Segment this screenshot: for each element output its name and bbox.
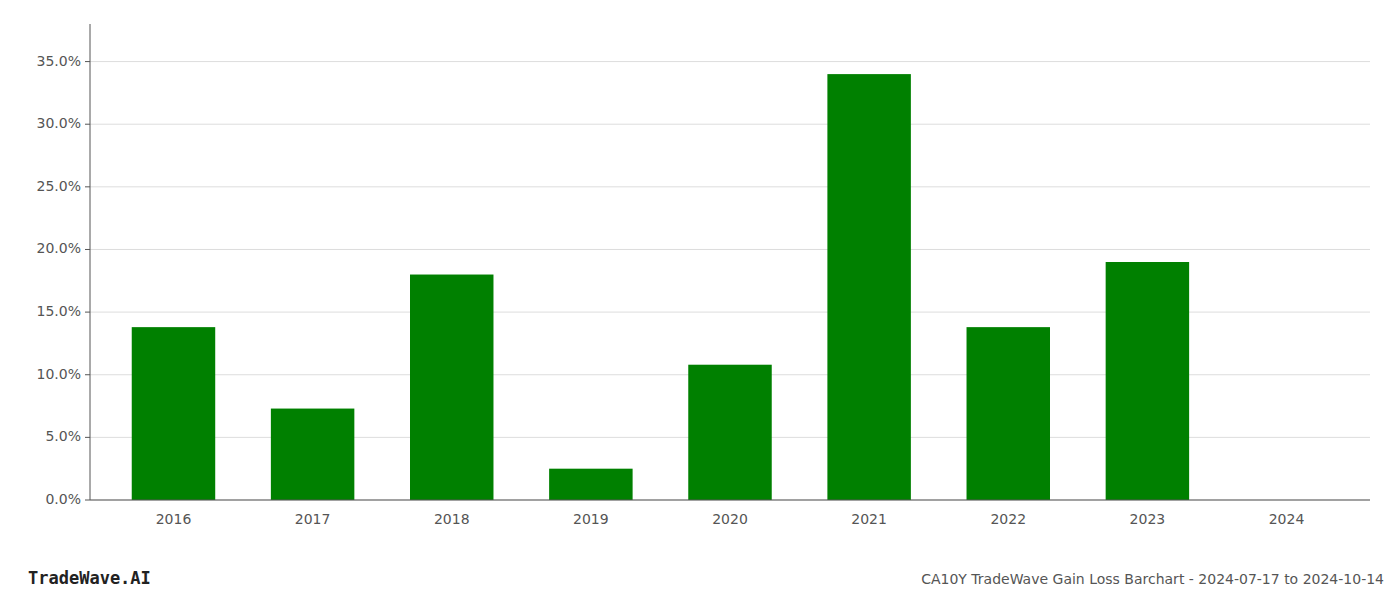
title: CA10Y TradeWave Gain Loss Barchart - 202… bbox=[921, 571, 1384, 587]
grid-line bbox=[90, 500, 1370, 501]
bar bbox=[410, 275, 493, 500]
watermark: TradeWave.AI bbox=[28, 568, 151, 588]
y-axis: 0.0% 5.0% 10.0% 15.0% 20.0% 25.0% 30.0% 35.0% bbox=[37, 24, 90, 507]
y-tick-label: 35.0% bbox=[37, 53, 81, 69]
y-tick-label: 0.0% bbox=[45, 491, 81, 507]
x-tick-label: 2023 bbox=[1130, 511, 1166, 527]
bar bbox=[1106, 262, 1189, 500]
y-tick bbox=[85, 61, 90, 62]
grid-line bbox=[90, 61, 1370, 62]
bar bbox=[827, 74, 910, 500]
y-tick-label: 5.0% bbox=[45, 428, 81, 444]
x-axis-line bbox=[90, 500, 1370, 501]
y-tick bbox=[85, 500, 90, 501]
y-axis-line bbox=[90, 24, 91, 500]
x-tick-label: 2016 bbox=[156, 511, 192, 527]
y-tick-label: 10.0% bbox=[37, 366, 81, 382]
grid-line bbox=[90, 186, 1370, 187]
grid bbox=[90, 62, 1370, 500]
y-tick bbox=[85, 186, 90, 187]
y-tick-label: 20.0% bbox=[37, 240, 81, 256]
grid-line bbox=[90, 249, 1370, 250]
x-tick-label: 2018 bbox=[434, 511, 470, 527]
x-tick-label: 2020 bbox=[712, 511, 748, 527]
x-axis: 2016 2017 2018 2019 2020 2021 2022 2023 2024 bbox=[90, 500, 1370, 527]
y-tick bbox=[85, 374, 90, 375]
chart: 0.0% 5.0% 10.0% 15.0% 20.0% 25.0% 30.0% 35.0% 20… bbox=[0, 0, 1400, 600]
bar bbox=[271, 409, 354, 500]
y-tick bbox=[85, 312, 90, 313]
y-tick-label: 15.0% bbox=[37, 303, 81, 319]
bar bbox=[132, 327, 215, 500]
x-tick-label: 2019 bbox=[573, 511, 609, 527]
x-tick-label: 2022 bbox=[990, 511, 1026, 527]
y-tick-label: 30.0% bbox=[37, 115, 81, 131]
bar bbox=[688, 365, 771, 500]
x-tick-label: 2021 bbox=[851, 511, 887, 527]
page: {"chart_data": { "type": "bar", "title":… bbox=[0, 0, 1400, 600]
y-tick-label: 25.0% bbox=[37, 178, 81, 194]
x-tick-label: 2017 bbox=[295, 511, 331, 527]
y-tick bbox=[85, 124, 90, 125]
x-tick-label: 2024 bbox=[1269, 511, 1305, 527]
grid-line bbox=[90, 124, 1370, 125]
bar bbox=[967, 327, 1050, 500]
y-tick bbox=[85, 249, 90, 250]
bar bbox=[549, 469, 632, 500]
y-tick bbox=[85, 437, 90, 438]
bars bbox=[132, 74, 1189, 500]
